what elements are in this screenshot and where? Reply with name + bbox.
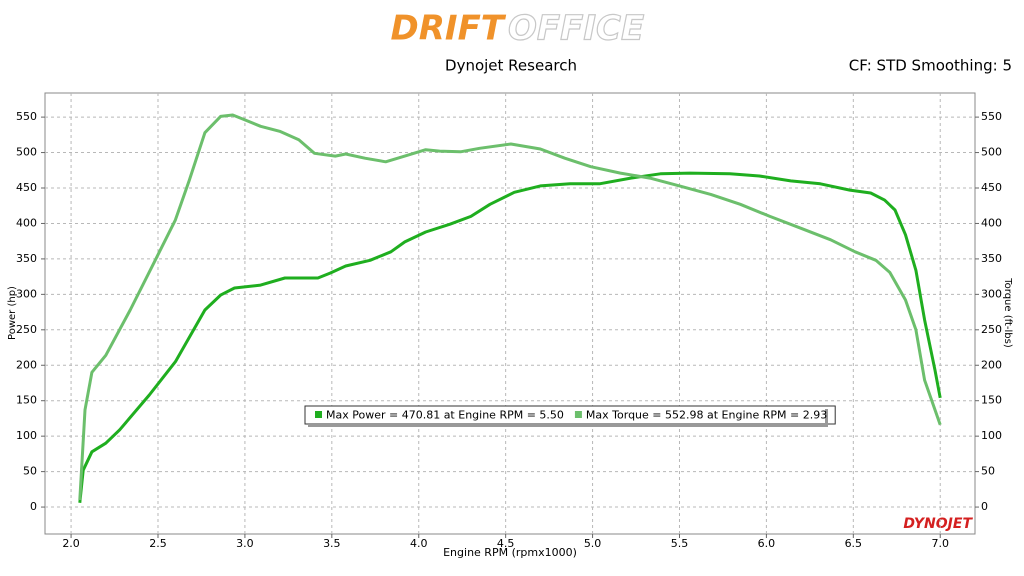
y-tick-label: 250 bbox=[16, 323, 37, 336]
y2-tick-label: 350 bbox=[981, 252, 1002, 265]
x-axis-label: Engine RPM (rpmx1000) bbox=[443, 546, 577, 559]
y2-tick-label: 0 bbox=[981, 500, 988, 513]
y-tick-label: 350 bbox=[16, 252, 37, 265]
y-tick-label: 0 bbox=[30, 500, 37, 513]
y2-tick-label: 300 bbox=[981, 287, 1002, 300]
y-tick-label: 500 bbox=[16, 146, 37, 159]
y-tick-label: 450 bbox=[16, 181, 37, 194]
x-tick-label: 2.0 bbox=[62, 537, 80, 550]
x-tick-label: 6.5 bbox=[845, 537, 863, 550]
x-tick-label: 4.5 bbox=[497, 537, 515, 550]
plot-area bbox=[44, 92, 976, 535]
brand: DYNOJET bbox=[903, 516, 973, 532]
y2-tick-label: 450 bbox=[981, 181, 1002, 194]
y2-tick-label: 200 bbox=[981, 358, 1002, 371]
logo-right: OFFICE bbox=[508, 9, 644, 49]
y-tick-label: 400 bbox=[16, 216, 37, 229]
legend-shadow bbox=[308, 424, 828, 427]
legend-label: Max Torque = 552.98 at Engine RPM = 2.93 bbox=[586, 409, 827, 422]
y-tick-label: 200 bbox=[16, 358, 37, 371]
y-tick-label: 300 bbox=[16, 287, 37, 300]
y2-tick-label: 250 bbox=[981, 323, 1002, 336]
legend-shadow bbox=[825, 409, 828, 427]
y2-axis-label: Torque (ft-lbs) bbox=[1002, 277, 1013, 348]
y2-tick-label: 50 bbox=[981, 465, 995, 478]
x-tick-label: 3.5 bbox=[323, 537, 341, 550]
y2-tick-label: 400 bbox=[981, 216, 1002, 229]
legend-swatch bbox=[315, 411, 322, 418]
x-tick-label: 4.0 bbox=[410, 537, 428, 550]
y-tick-label: 150 bbox=[16, 394, 37, 407]
legend-swatch bbox=[574, 411, 582, 418]
y-axis-label: Power (hp) bbox=[7, 286, 18, 340]
legend-label: Max Power = 470.81 at Engine RPM = 5.50 bbox=[326, 409, 564, 422]
series-line bbox=[78, 171, 942, 503]
y-tick-label: 100 bbox=[16, 429, 37, 442]
y-tick-label: 550 bbox=[16, 110, 37, 123]
y2-tick-label: 500 bbox=[981, 146, 1002, 159]
x-tick-label: 5.5 bbox=[671, 537, 689, 550]
x-tick-label: 6.0 bbox=[758, 537, 776, 550]
series-line bbox=[78, 113, 942, 501]
logo-left: DRIFT bbox=[391, 9, 507, 49]
y2-tick-label: 150 bbox=[981, 394, 1002, 407]
y2-tick-label: 100 bbox=[981, 429, 1002, 442]
x-tick-label: 2.5 bbox=[149, 537, 167, 550]
y-tick-label: 50 bbox=[23, 465, 37, 478]
y2-tick-label: 550 bbox=[981, 110, 1002, 123]
x-tick-label: 7.0 bbox=[931, 537, 949, 550]
chart-subtitle: CF: STD Smoothing: 5 bbox=[849, 57, 1012, 75]
chart-title: Dynojet Research bbox=[445, 57, 577, 75]
x-tick-label: 3.0 bbox=[236, 537, 254, 550]
x-tick-label: 5.0 bbox=[584, 537, 602, 550]
legend: Max Power = 470.81 at Engine RPM = 5.50 M… bbox=[304, 405, 836, 427]
